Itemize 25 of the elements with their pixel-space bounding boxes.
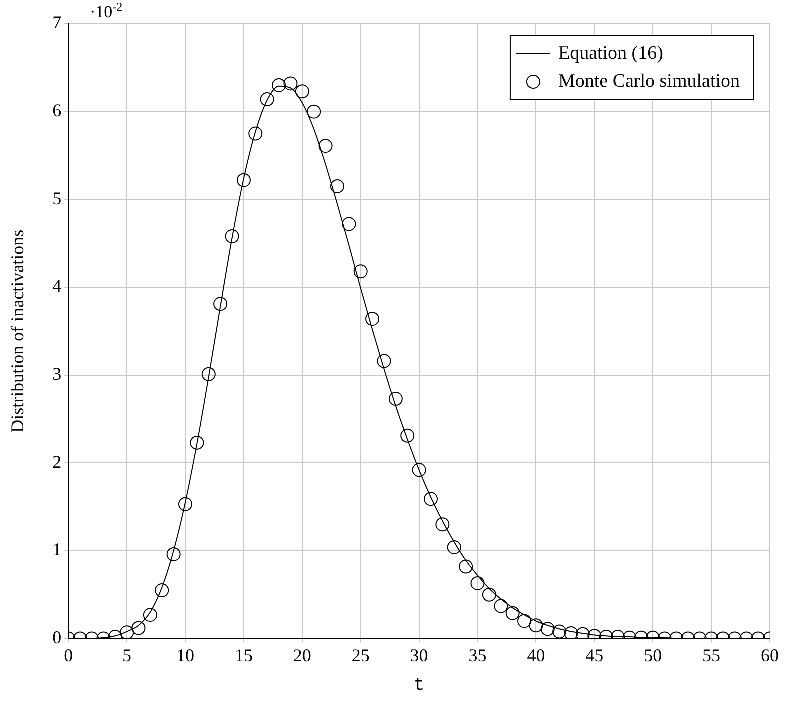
- x-tick-label: 15: [234, 645, 253, 666]
- x-tick-label: 10: [176, 645, 194, 666]
- y-tick-label: 2: [52, 452, 62, 472]
- y-tick-label: 0: [52, 628, 62, 648]
- text: ·10$^{-2}$: [90, 0, 123, 23]
- legend-label: Equation (16): [558, 42, 664, 64]
- x-tick-label: 35: [468, 645, 487, 666]
- y-tick-label: 1: [52, 540, 62, 560]
- x-tick-label: 50: [644, 645, 662, 666]
- x-tick-label: 55: [702, 645, 721, 666]
- y-axis-title: Distribution of inactivations: [8, 230, 28, 433]
- x-tick-label: 45: [586, 645, 604, 666]
- y-tick-label: 5: [52, 188, 62, 208]
- y-tick-label: 7: [52, 12, 62, 33]
- x-tick-label: 30: [410, 645, 428, 666]
- x-tick-label: 25: [352, 645, 370, 666]
- y-tick-label: 4: [52, 276, 62, 296]
- x-axis-title: t: [414, 676, 425, 696]
- x-tick-label: 40: [527, 645, 546, 666]
- x-tick-label: 60: [761, 645, 779, 666]
- legend-label: Monte Carlo simulation: [558, 70, 740, 92]
- x-tick-label: 5: [122, 645, 132, 666]
- y-tick-label: 3: [52, 364, 62, 384]
- x-tick-label: 20: [293, 645, 312, 666]
- y-tick-label: 6: [52, 100, 62, 121]
